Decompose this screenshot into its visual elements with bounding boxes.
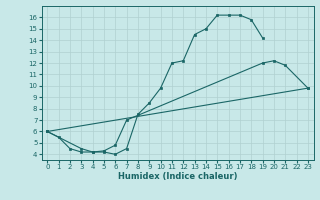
X-axis label: Humidex (Indice chaleur): Humidex (Indice chaleur) (118, 172, 237, 181)
